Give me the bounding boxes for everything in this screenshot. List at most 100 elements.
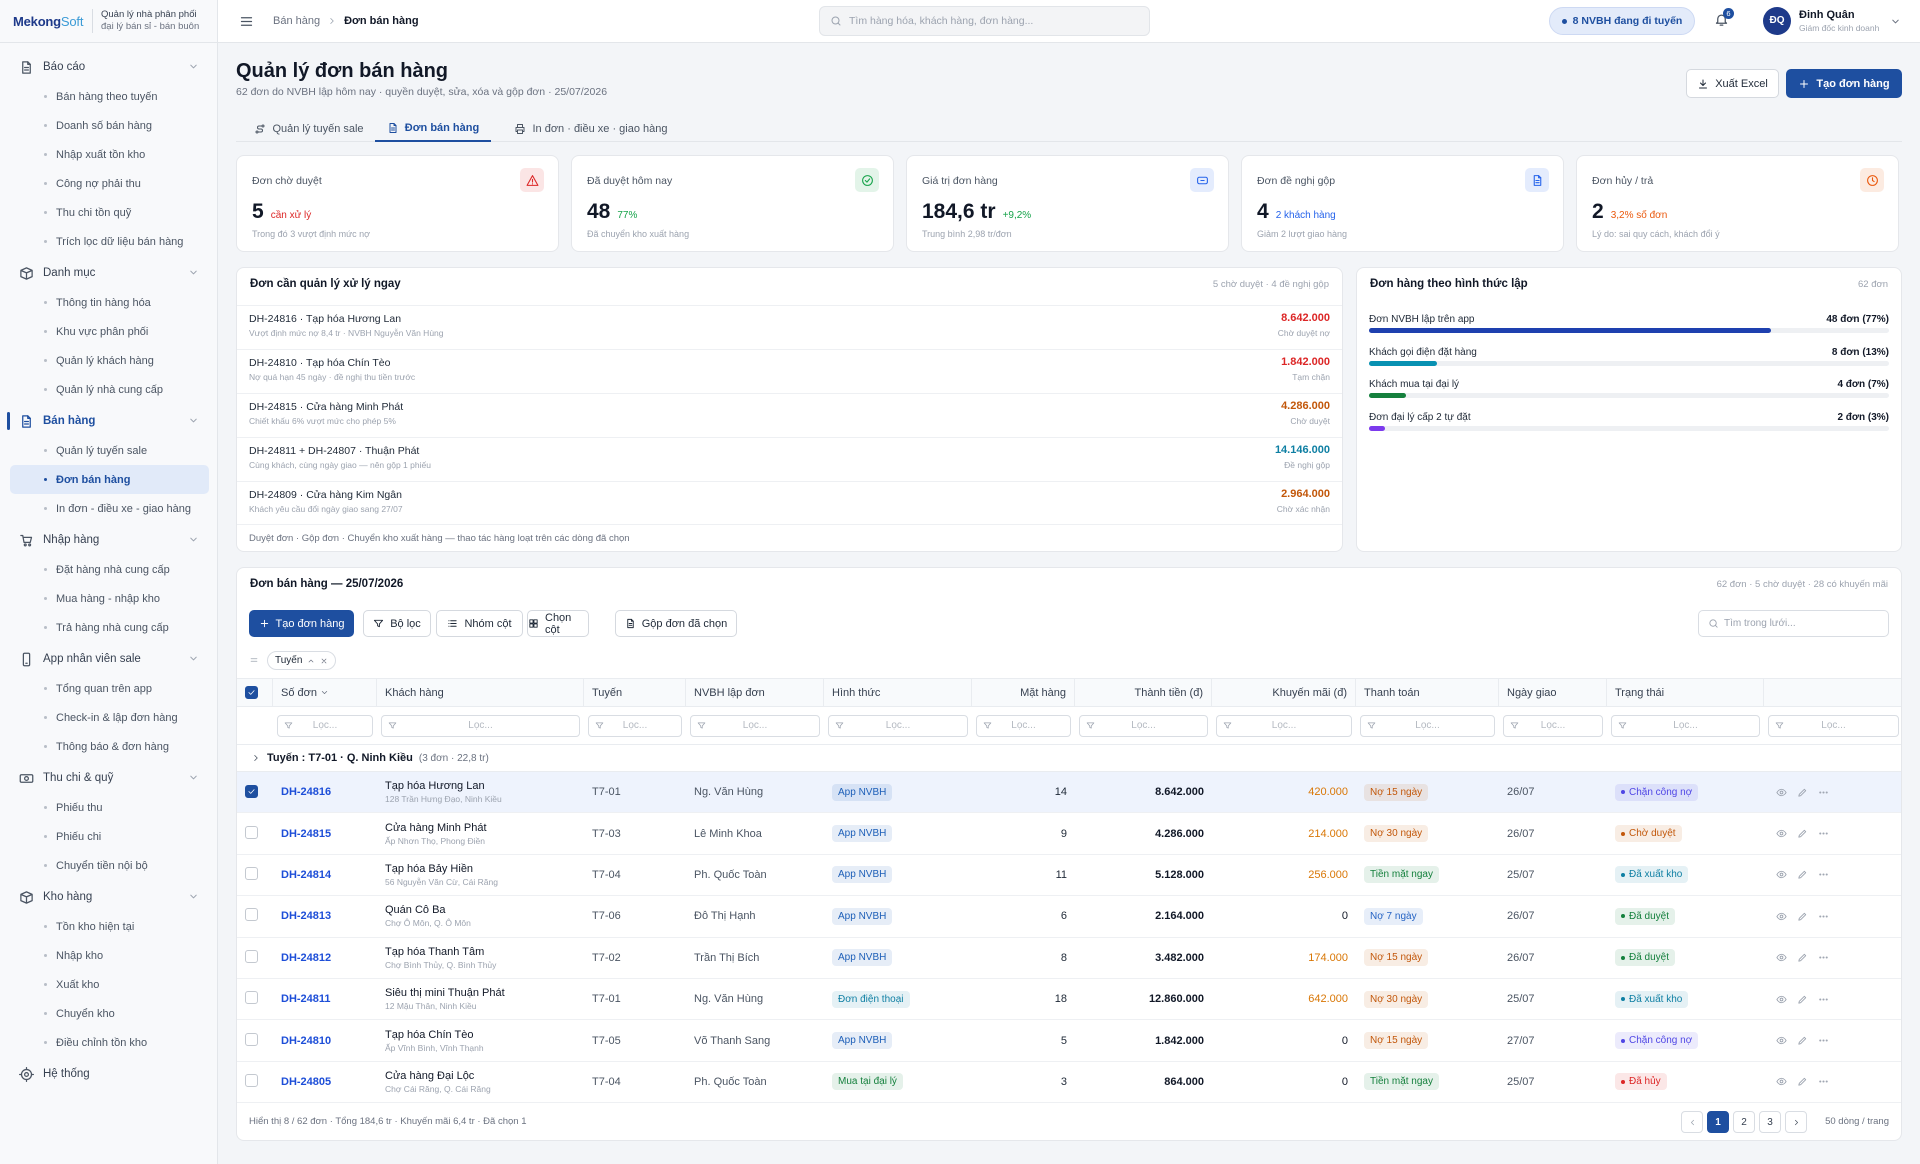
nav-item[interactable]: Chuyển kho [0,999,209,1028]
order-row[interactable]: DH-24816 Tạp hóa Hương Lan 128 Trần Hưng Đ… [237,772,1901,814]
header-cell[interactable]: Số đơn [273,679,377,706]
order-row[interactable]: DH-24813 Quán Cô Ba Chợ Ô Môn, Q. Ô Môn T7-… [237,896,1901,938]
header-cell[interactable]: Hình thức [824,679,972,706]
action-eye[interactable] [1776,911,1787,922]
nav-item[interactable]: Điều chỉnh tồn kho [0,1028,209,1057]
filter-input[interactable]: Lọc... [976,714,1071,737]
nav-group-header[interactable]: Hệ thống [0,1059,217,1089]
nav-item[interactable]: Quản lý nhà cung cấp [0,375,209,404]
action-pen[interactable] [1797,869,1808,880]
row-checkbox[interactable] [245,866,258,880]
alert-item[interactable]: DH-24816 · Tạp hóa Hương Lan Vượt định mứ… [237,305,1342,349]
order-row[interactable]: DH-24815 Cửa hàng Minh Phát Ấp Nhơn Thọ, P… [237,813,1901,855]
nav-item[interactable]: Đặt hàng nhà cung cấp [0,555,209,584]
action-pen[interactable] [1797,787,1808,798]
order-row[interactable]: DH-24811 Siêu thị mini Thuận Phát 12 Mậu T… [237,979,1901,1021]
action-eye[interactable] [1776,1035,1787,1046]
action-pen[interactable] [1797,911,1808,922]
nav-item[interactable]: Thông báo & đơn hàng [0,732,209,761]
nav-item[interactable]: In đơn - điều xe - giao hàng [0,494,209,523]
order-row[interactable]: DH-24805 Cửa hàng Đại Lộc Chợ Cái Răng, Q.… [237,1062,1901,1104]
nav-group-header[interactable]: Bán hàng [0,406,217,436]
order-id[interactable]: DH-24811 [281,993,331,1006]
action-eye[interactable] [1776,828,1787,839]
order-id[interactable]: DH-24812 [281,951,332,964]
action-pen[interactable] [1797,828,1808,839]
nav-item[interactable]: Bán hàng theo tuyến [0,82,209,111]
notification-bell[interactable]: 6 [1714,8,1734,30]
action-dots[interactable] [1818,994,1829,1005]
action-dots[interactable] [1818,1035,1829,1046]
nav-item[interactable]: Xuất kho [0,970,209,999]
select-all[interactable] [245,686,258,699]
nav-item[interactable]: Phiếu thu [0,793,209,822]
header-cell[interactable]: Khuyến mãi (đ) [1212,679,1356,706]
alert-item[interactable]: DH-24811 + DH-24807 · Thuận Phát Cùng khá… [237,437,1342,481]
alert-item[interactable]: DH-24809 · Cửa hàng Kim Ngân Khách yêu cầ… [237,481,1342,525]
tab[interactable]: Đơn bán hàng [375,115,491,142]
nav-item[interactable]: Nhập xuất tồn kho [0,140,209,169]
group-chip[interactable]: Tuyến [267,651,337,670]
order-row[interactable]: DH-24812 Tạp hóa Thanh Tâm Chợ Bình Thủy, … [237,938,1901,979]
export-button[interactable]: Xuất Excel [1686,69,1779,98]
toolbar-button[interactable]: Nhóm cột [436,610,523,637]
filter-input[interactable]: Lọc... [1079,714,1208,737]
action-eye[interactable] [1776,869,1787,880]
nav-item[interactable]: Check-in & lập đơn hàng [0,703,209,732]
nav-group-header[interactable]: Nhập hàng [0,525,217,555]
page-button[interactable]: 3 [1759,1111,1781,1133]
alert-item[interactable]: DH-24810 · Tạp hóa Chín Tèo Nợ quá hạn 45… [237,349,1342,393]
row-checkbox[interactable] [245,908,258,922]
online-pill[interactable]: 8 NVBH đang đi tuyến [1549,7,1695,35]
order-id[interactable]: DH-24813 [281,910,332,923]
action-dots[interactable] [1818,1076,1829,1087]
tab[interactable]: In đơn · điều xe · giao hàng [506,115,676,142]
order-id[interactable]: DH-24814 [281,868,332,881]
alert-item[interactable]: DH-24815 · Cửa hàng Minh Phát Chiết khấu … [237,393,1342,437]
header-cell[interactable]: Ngày giao [1499,679,1607,706]
page-button[interactable]: 1 [1707,1111,1729,1133]
user-avatar[interactable]: ĐQ [1763,7,1791,35]
nav-group-header[interactable]: Báo cáo [0,52,217,82]
action-pen[interactable] [1797,1076,1808,1087]
nav-item[interactable]: Nhập kho [0,941,209,970]
row-checkbox[interactable] [245,949,258,963]
filter-input[interactable]: Lọc... [381,714,580,737]
row-checkbox[interactable] [245,825,258,839]
nav-item[interactable]: Công nợ phải thu [0,169,209,198]
nav-item[interactable]: Khu vực phân phối [0,317,209,346]
create-button[interactable]: Tạo đơn hàng [1786,69,1902,98]
nav-item[interactable]: Quản lý khách hàng [0,346,209,375]
filter-input[interactable]: Lọc... [1360,714,1495,737]
nav-item[interactable]: Thông tin hàng hóa [0,288,209,317]
header-cell[interactable]: NVBH lập đơn [686,679,824,706]
order-id[interactable]: DH-24805 [281,1075,332,1088]
filter-input[interactable]: Lọc... [277,714,373,737]
global-search[interactable]: Tìm hàng hóa, khách hàng, đơn hàng... [819,6,1150,36]
filter-input[interactable]: Lọc... [690,714,820,737]
toolbar-button[interactable]: Tạo đơn hàng [249,610,354,637]
nav-item[interactable]: Quản lý tuyến sale [0,436,209,465]
action-eye[interactable] [1776,952,1787,963]
action-dots[interactable] [1818,828,1829,839]
order-row[interactable]: DH-24814 Tạp hóa Bảy Hiền 56 Nguyễn Văn Cừ… [237,855,1901,897]
nav-item[interactable]: Trích lọc dữ liệu bán hàng [0,227,209,256]
filter-input[interactable]: Lọc... [1216,714,1352,737]
action-pen[interactable] [1797,994,1808,1005]
header-cell[interactable]: Trạng thái [1607,679,1764,706]
order-id[interactable]: DH-24810 [281,1034,332,1047]
action-eye[interactable] [1776,994,1787,1005]
nav-group-header[interactable]: Thu chi & quỹ [0,763,217,793]
toolbar-button[interactable]: Bộ lọc [363,610,431,637]
action-eye[interactable] [1776,1076,1787,1087]
header-cell[interactable]: Khách hàng [377,679,584,706]
order-row[interactable]: DH-24810 Tạp hóa Chín Tèo Ấp Vĩnh Bình, Vĩ… [237,1020,1901,1062]
header-cell[interactable]: Tuyến [584,679,686,706]
nav-item[interactable]: Tồn kho hiện tại [0,912,209,941]
toolbar-button[interactable]: Chọn cột [527,610,589,637]
nav-item[interactable]: Thu chi tồn quỹ [0,198,209,227]
row-checkbox[interactable] [245,785,258,799]
nav-item[interactable]: Trả hàng nhà cung cấp [0,613,209,642]
filter-input[interactable]: Lọc... [1503,714,1603,737]
nav-group-header[interactable]: App nhân viên sale [0,644,217,674]
